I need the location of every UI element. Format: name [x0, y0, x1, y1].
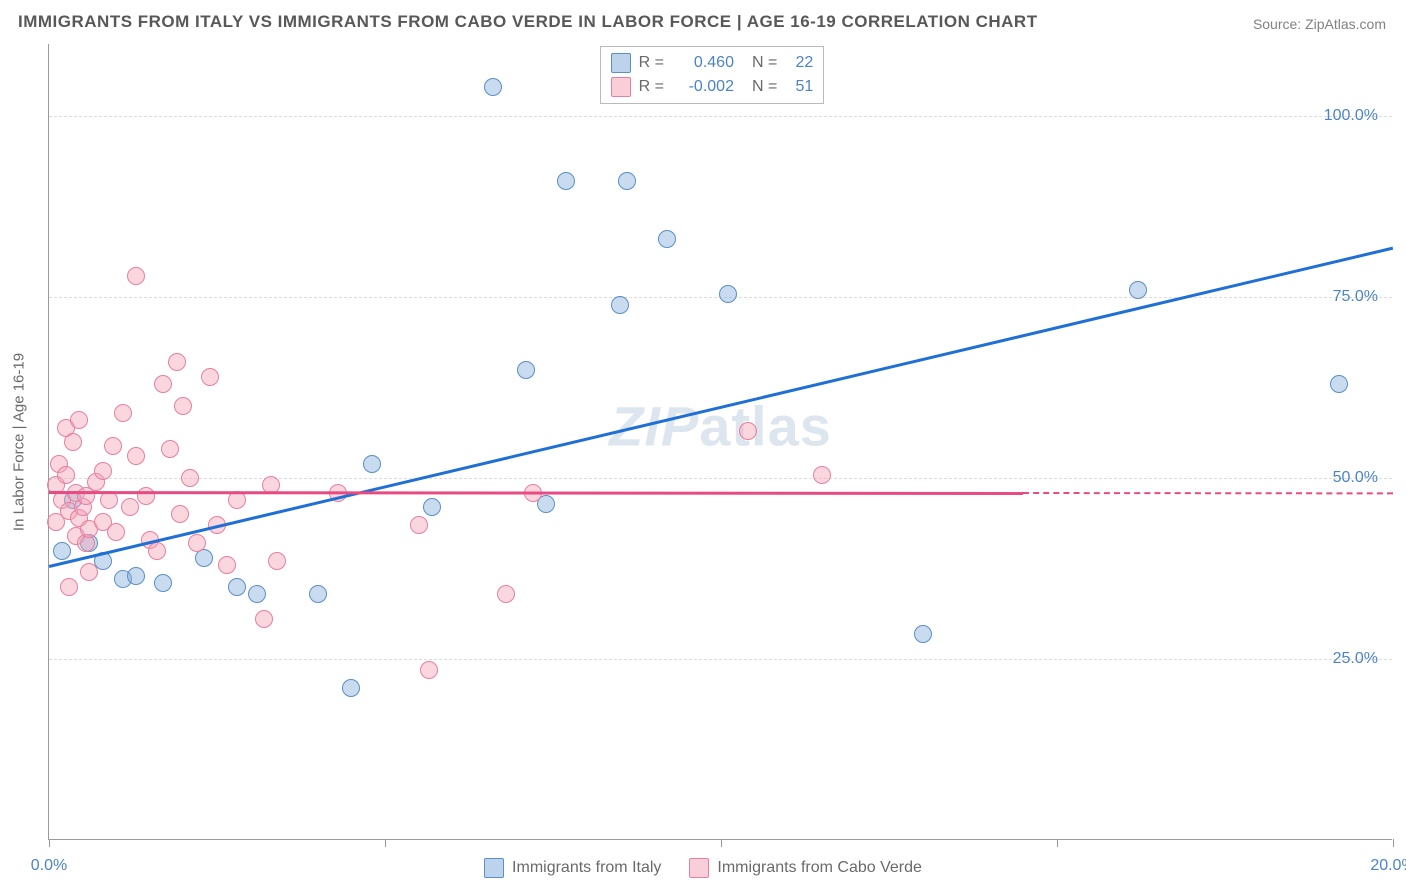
gridline	[49, 116, 1392, 117]
chart-container: { "title": "IMMIGRANTS FROM ITALY VS IMM…	[0, 0, 1406, 892]
data-point	[127, 447, 145, 465]
legend-item: Immigrants from Cabo Verde	[689, 858, 922, 878]
data-point	[218, 556, 236, 574]
data-point	[171, 505, 189, 523]
data-point	[104, 437, 122, 455]
data-point	[557, 172, 575, 190]
chart-title: IMMIGRANTS FROM ITALY VS IMMIGRANTS FROM…	[18, 12, 1038, 32]
r-label: R =	[639, 54, 664, 72]
plot-area: In Labor Force | Age 16-19 ZIPatlas R =0…	[48, 44, 1392, 840]
y-tick-label: 75.0%	[1333, 288, 1378, 306]
data-point	[174, 397, 192, 415]
legend-swatch	[689, 858, 709, 878]
data-point	[517, 361, 535, 379]
data-point	[154, 375, 172, 393]
data-point	[420, 661, 438, 679]
data-point	[410, 516, 428, 534]
data-point	[201, 368, 219, 386]
data-point	[137, 487, 155, 505]
r-value: 0.460	[672, 54, 734, 72]
legend-row: R = 0.460 N = 22	[611, 51, 814, 75]
data-point	[658, 230, 676, 248]
data-point	[268, 552, 286, 570]
legend-swatch	[611, 53, 631, 73]
gridline	[49, 659, 1392, 660]
legend-row: R = -0.002 N = 51	[611, 75, 814, 99]
x-tick	[1393, 839, 1394, 847]
data-point	[161, 440, 179, 458]
legend-label: Immigrants from Italy	[512, 859, 661, 877]
trend-line-dashed	[1023, 492, 1393, 494]
legend-swatch	[611, 77, 631, 97]
r-label: R =	[639, 78, 664, 96]
data-point	[168, 353, 186, 371]
data-point	[1330, 375, 1348, 393]
legend-item: Immigrants from Italy	[484, 858, 661, 878]
y-tick-label: 50.0%	[1333, 469, 1378, 487]
data-point	[309, 585, 327, 603]
r-value: -0.002	[672, 78, 734, 96]
data-point	[342, 679, 360, 697]
data-point	[248, 585, 266, 603]
data-point	[53, 542, 71, 560]
data-point	[100, 491, 118, 509]
data-point	[127, 567, 145, 585]
y-axis-label: In Labor Force | Age 16-19	[11, 352, 28, 530]
n-label: N =	[752, 78, 777, 96]
data-point	[618, 172, 636, 190]
series-legend: Immigrants from Italy Immigrants from Cab…	[0, 858, 1406, 878]
data-point	[813, 466, 831, 484]
y-tick-label: 25.0%	[1333, 650, 1378, 668]
correlation-legend: R = 0.460 N = 22 R = -0.002 N = 51	[600, 46, 825, 104]
n-value: 51	[785, 78, 813, 96]
data-point	[94, 462, 112, 480]
data-point	[64, 433, 82, 451]
data-point	[121, 498, 139, 516]
data-point	[739, 422, 757, 440]
data-point	[228, 578, 246, 596]
data-point	[363, 455, 381, 473]
data-point	[57, 466, 75, 484]
data-point	[60, 578, 78, 596]
gridline	[49, 478, 1392, 479]
data-point	[154, 574, 172, 592]
legend-swatch	[484, 858, 504, 878]
data-point	[255, 610, 273, 628]
x-tick	[1057, 839, 1058, 847]
x-tick	[385, 839, 386, 847]
data-point	[611, 296, 629, 314]
n-label: N =	[752, 54, 777, 72]
data-point	[719, 285, 737, 303]
legend-label: Immigrants from Cabo Verde	[717, 859, 922, 877]
data-point	[484, 78, 502, 96]
data-point	[914, 625, 932, 643]
data-point	[148, 542, 166, 560]
data-point	[181, 469, 199, 487]
data-point	[127, 267, 145, 285]
data-point	[423, 498, 441, 516]
x-tick	[49, 839, 50, 847]
source-attribution: Source: ZipAtlas.com	[1253, 16, 1386, 32]
data-point	[70, 411, 88, 429]
data-point	[80, 563, 98, 581]
n-value: 22	[785, 54, 813, 72]
data-point	[497, 585, 515, 603]
data-point	[114, 404, 132, 422]
x-tick	[721, 839, 722, 847]
y-tick-label: 100.0%	[1324, 107, 1378, 125]
data-point	[1129, 281, 1147, 299]
data-point	[107, 523, 125, 541]
data-point	[188, 534, 206, 552]
